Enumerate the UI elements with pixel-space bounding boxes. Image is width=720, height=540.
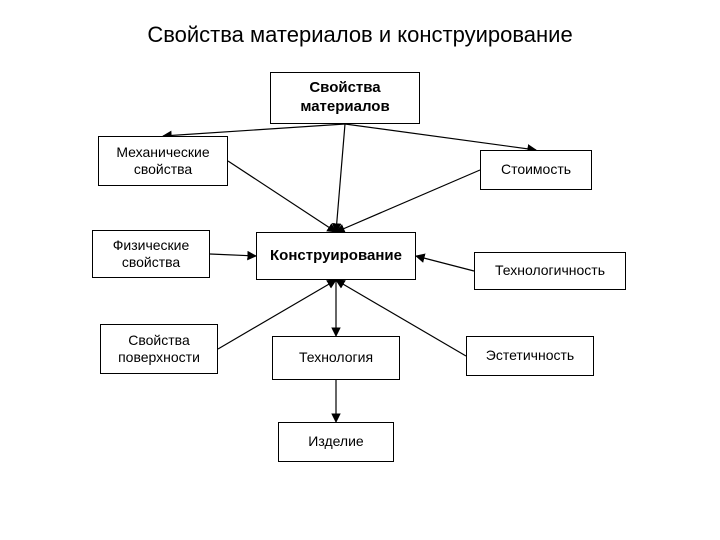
node-props: Свойства материалов <box>270 72 420 124</box>
edge <box>345 124 536 150</box>
node-tech-ability: Технологичность <box>474 252 626 290</box>
node-aesthetic: Эстетичность <box>466 336 594 376</box>
node-label: Изделие <box>308 433 363 451</box>
node-label: Механические свойства <box>105 144 221 179</box>
node-label: Физические свойства <box>99 237 203 272</box>
node-label: Эстетичность <box>486 347 574 365</box>
diagram-canvas: Свойства материалов и конструирование Св… <box>0 0 720 540</box>
node-label: Конструирование <box>270 247 402 266</box>
diagram-title: Свойства материалов и конструирование <box>0 22 720 48</box>
edge <box>163 124 345 136</box>
node-label: Стоимость <box>501 161 571 179</box>
edge <box>228 161 336 232</box>
node-label: Технология <box>299 349 373 367</box>
edge <box>336 170 480 232</box>
node-phys: Физические свойства <box>92 230 210 278</box>
node-technology: Технология <box>272 336 400 380</box>
node-label: Свойства материалов <box>277 79 413 117</box>
node-surface: Свойства поверхности <box>100 324 218 374</box>
node-label: Свойства поверхности <box>107 332 211 367</box>
node-design: Конструирование <box>256 232 416 280</box>
node-label: Технологичность <box>495 262 605 280</box>
edge <box>210 254 256 256</box>
node-cost: Стоимость <box>480 150 592 190</box>
edge <box>336 124 345 232</box>
node-mech: Механические свойства <box>98 136 228 186</box>
node-product: Изделие <box>278 422 394 462</box>
edge <box>416 256 474 271</box>
